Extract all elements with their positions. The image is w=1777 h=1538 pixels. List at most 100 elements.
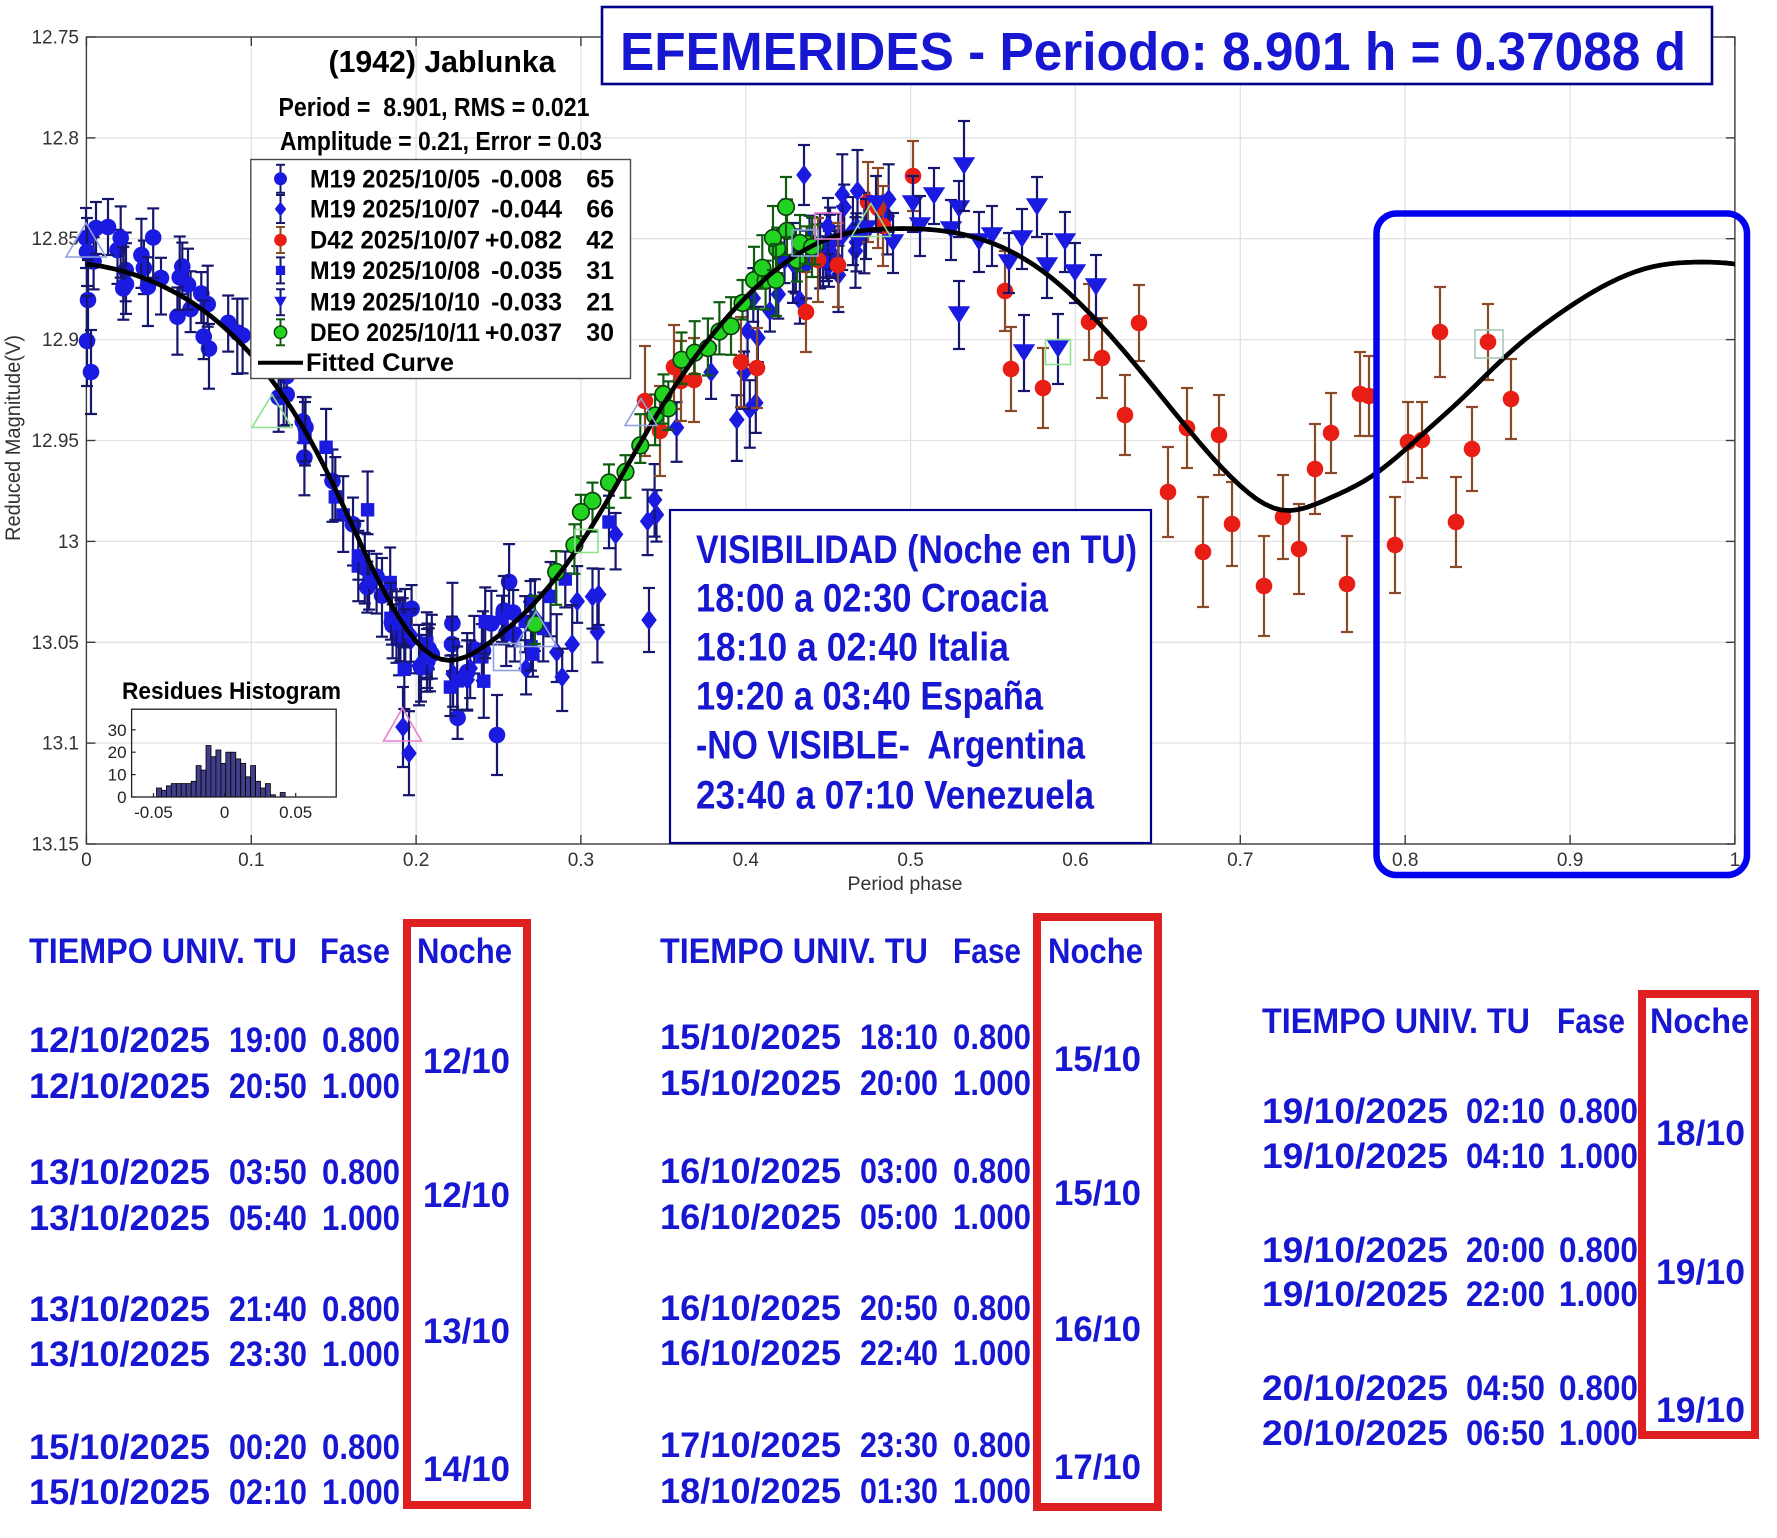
svg-text:-NO VISIBLE- Argentina: -NO VISIBLE- Argentina bbox=[696, 724, 1086, 768]
svg-text:19/10/2025: 19/10/2025 bbox=[1262, 1275, 1448, 1314]
svg-text:20: 20 bbox=[108, 743, 127, 762]
svg-text:1: 1 bbox=[1730, 850, 1741, 871]
svg-text:15/10: 15/10 bbox=[1054, 1174, 1141, 1213]
svg-text:-0.033: -0.033 bbox=[491, 289, 562, 317]
svg-text:1.000: 1.000 bbox=[953, 1472, 1031, 1511]
svg-text:06:50: 06:50 bbox=[1466, 1414, 1545, 1453]
svg-text:30: 30 bbox=[108, 721, 127, 740]
svg-text:22:40: 22:40 bbox=[860, 1334, 938, 1373]
svg-text:03:00: 03:00 bbox=[860, 1152, 938, 1191]
svg-text:20:50: 20:50 bbox=[229, 1067, 307, 1106]
svg-text:0.800: 0.800 bbox=[1559, 1092, 1638, 1131]
svg-text:19/10/2025: 19/10/2025 bbox=[1262, 1137, 1448, 1176]
svg-text:-0.035: -0.035 bbox=[491, 257, 562, 285]
svg-text:0.3: 0.3 bbox=[568, 850, 594, 871]
svg-text:18:10 a 02:40 Italia: 18:10 a 02:40 Italia bbox=[696, 626, 1010, 670]
svg-text:12.9: 12.9 bbox=[42, 330, 79, 351]
svg-text:1.000: 1.000 bbox=[322, 1473, 400, 1512]
svg-text:1.000: 1.000 bbox=[322, 1335, 400, 1374]
svg-text:DEO 2025/10/11: DEO 2025/10/11 bbox=[310, 319, 480, 347]
svg-text:05:40: 05:40 bbox=[229, 1199, 307, 1238]
svg-text:Fitted Curve: Fitted Curve bbox=[306, 349, 454, 377]
svg-text:Period = 8.901, RMS = 0.021: Period = 8.901, RMS = 0.021 bbox=[279, 94, 590, 122]
svg-text:0.800: 0.800 bbox=[953, 1152, 1031, 1191]
svg-text:+0.037: +0.037 bbox=[485, 319, 562, 347]
svg-text:15/10: 15/10 bbox=[1054, 1040, 1141, 1079]
svg-text:Reduced Magnitude(V): Reduced Magnitude(V) bbox=[2, 335, 25, 541]
svg-text:00:20: 00:20 bbox=[229, 1428, 307, 1467]
svg-text:(1942) Jablunka: (1942) Jablunka bbox=[329, 44, 557, 79]
svg-text:Noche: Noche bbox=[1650, 1002, 1749, 1041]
svg-text:19/10/2025: 19/10/2025 bbox=[1262, 1092, 1448, 1131]
svg-text:0.4: 0.4 bbox=[733, 850, 760, 871]
svg-text:EFEMERIDES - Periodo: 8.901 h: EFEMERIDES - Periodo: 8.901 h = 0.37088 … bbox=[620, 22, 1686, 82]
svg-text:16/10/2025: 16/10/2025 bbox=[660, 1198, 841, 1237]
svg-text:VISIBILIDAD (Noche en TU): VISIBILIDAD (Noche en TU) bbox=[696, 528, 1137, 572]
svg-text:23:40 a 07:10 Venezuela: 23:40 a 07:10 Venezuela bbox=[696, 774, 1095, 818]
svg-text:0.800: 0.800 bbox=[1559, 1369, 1638, 1408]
svg-text:13/10/2025: 13/10/2025 bbox=[29, 1199, 210, 1238]
svg-text:D42 2025/10/07: D42 2025/10/07 bbox=[310, 227, 480, 255]
svg-text:M19 2025/10/07: M19 2025/10/07 bbox=[310, 196, 480, 224]
svg-text:02:10: 02:10 bbox=[1466, 1092, 1545, 1131]
svg-text:03:50: 03:50 bbox=[229, 1153, 307, 1192]
svg-text:1.000: 1.000 bbox=[322, 1199, 400, 1238]
svg-text:13.05: 13.05 bbox=[31, 633, 79, 654]
svg-text:18/10: 18/10 bbox=[1656, 1114, 1745, 1153]
svg-text:16/10: 16/10 bbox=[1054, 1310, 1141, 1349]
svg-text:16/10/2025: 16/10/2025 bbox=[660, 1289, 841, 1328]
svg-text:0.05: 0.05 bbox=[279, 803, 312, 822]
svg-text:04:10: 04:10 bbox=[1466, 1137, 1545, 1176]
svg-text:M19 2025/10/05: M19 2025/10/05 bbox=[310, 165, 480, 193]
svg-text:0.2: 0.2 bbox=[403, 850, 429, 871]
svg-text:Residues Histogram: Residues Histogram bbox=[122, 678, 341, 705]
svg-text:1.000: 1.000 bbox=[1559, 1414, 1638, 1453]
svg-text:1.000: 1.000 bbox=[953, 1064, 1031, 1103]
svg-text:19:20 a 03:40 España: 19:20 a 03:40 España bbox=[696, 675, 1044, 719]
svg-text:0.800: 0.800 bbox=[322, 1290, 400, 1329]
svg-text:Noche: Noche bbox=[1048, 932, 1143, 971]
svg-text:TIEMPO UNIV. TU: TIEMPO UNIV. TU bbox=[660, 932, 928, 971]
svg-text:0.9: 0.9 bbox=[1557, 850, 1583, 871]
svg-text:14/10: 14/10 bbox=[423, 1450, 510, 1489]
svg-text:1.000: 1.000 bbox=[1559, 1137, 1638, 1176]
svg-text:+0.082: +0.082 bbox=[485, 227, 562, 255]
svg-text:0.7: 0.7 bbox=[1227, 850, 1253, 871]
svg-text:12.95: 12.95 bbox=[31, 431, 79, 452]
svg-text:0: 0 bbox=[81, 850, 92, 871]
svg-text:30: 30 bbox=[586, 319, 614, 347]
svg-text:13: 13 bbox=[58, 532, 79, 553]
svg-text:1.000: 1.000 bbox=[1559, 1275, 1638, 1314]
svg-text:-0.044: -0.044 bbox=[491, 196, 562, 224]
svg-text:42: 42 bbox=[586, 227, 614, 255]
svg-text:TIEMPO UNIV. TU: TIEMPO UNIV. TU bbox=[29, 932, 297, 971]
svg-text:0.1: 0.1 bbox=[238, 850, 264, 871]
svg-text:0.800: 0.800 bbox=[322, 1428, 400, 1467]
svg-text:16/10/2025: 16/10/2025 bbox=[660, 1334, 841, 1373]
svg-text:12/10: 12/10 bbox=[423, 1042, 510, 1081]
svg-text:15/10/2025: 15/10/2025 bbox=[660, 1064, 841, 1103]
svg-text:Noche: Noche bbox=[417, 932, 512, 971]
svg-text:13.15: 13.15 bbox=[31, 835, 79, 856]
svg-text:16/10/2025: 16/10/2025 bbox=[660, 1152, 841, 1191]
svg-text:05:00: 05:00 bbox=[860, 1198, 938, 1237]
svg-text:12/10: 12/10 bbox=[423, 1176, 510, 1215]
svg-text:18/10/2025: 18/10/2025 bbox=[660, 1472, 841, 1511]
svg-text:10: 10 bbox=[108, 766, 127, 785]
svg-text:Fase: Fase bbox=[1557, 1002, 1625, 1041]
svg-text:13/10/2025: 13/10/2025 bbox=[29, 1335, 210, 1374]
svg-text:-0.008: -0.008 bbox=[491, 165, 562, 193]
svg-text:TIEMPO UNIV. TU: TIEMPO UNIV. TU bbox=[1262, 1002, 1530, 1041]
svg-text:0.5: 0.5 bbox=[897, 850, 923, 871]
svg-text:-0.05: -0.05 bbox=[134, 803, 173, 822]
svg-text:0.800: 0.800 bbox=[953, 1289, 1031, 1328]
svg-text:66: 66 bbox=[586, 196, 614, 224]
svg-text:0: 0 bbox=[220, 803, 229, 822]
svg-text:18:00 a 02:30 Croacia: 18:00 a 02:30 Croacia bbox=[696, 577, 1049, 621]
svg-text:20:50: 20:50 bbox=[860, 1289, 938, 1328]
svg-text:04:50: 04:50 bbox=[1466, 1369, 1545, 1408]
svg-text:Amplitude = 0.21, Error = 0.03: Amplitude = 0.21, Error = 0.03 bbox=[280, 128, 602, 156]
svg-text:15/10/2025: 15/10/2025 bbox=[29, 1473, 210, 1512]
svg-text:21: 21 bbox=[586, 289, 614, 317]
svg-text:0.800: 0.800 bbox=[953, 1426, 1031, 1465]
